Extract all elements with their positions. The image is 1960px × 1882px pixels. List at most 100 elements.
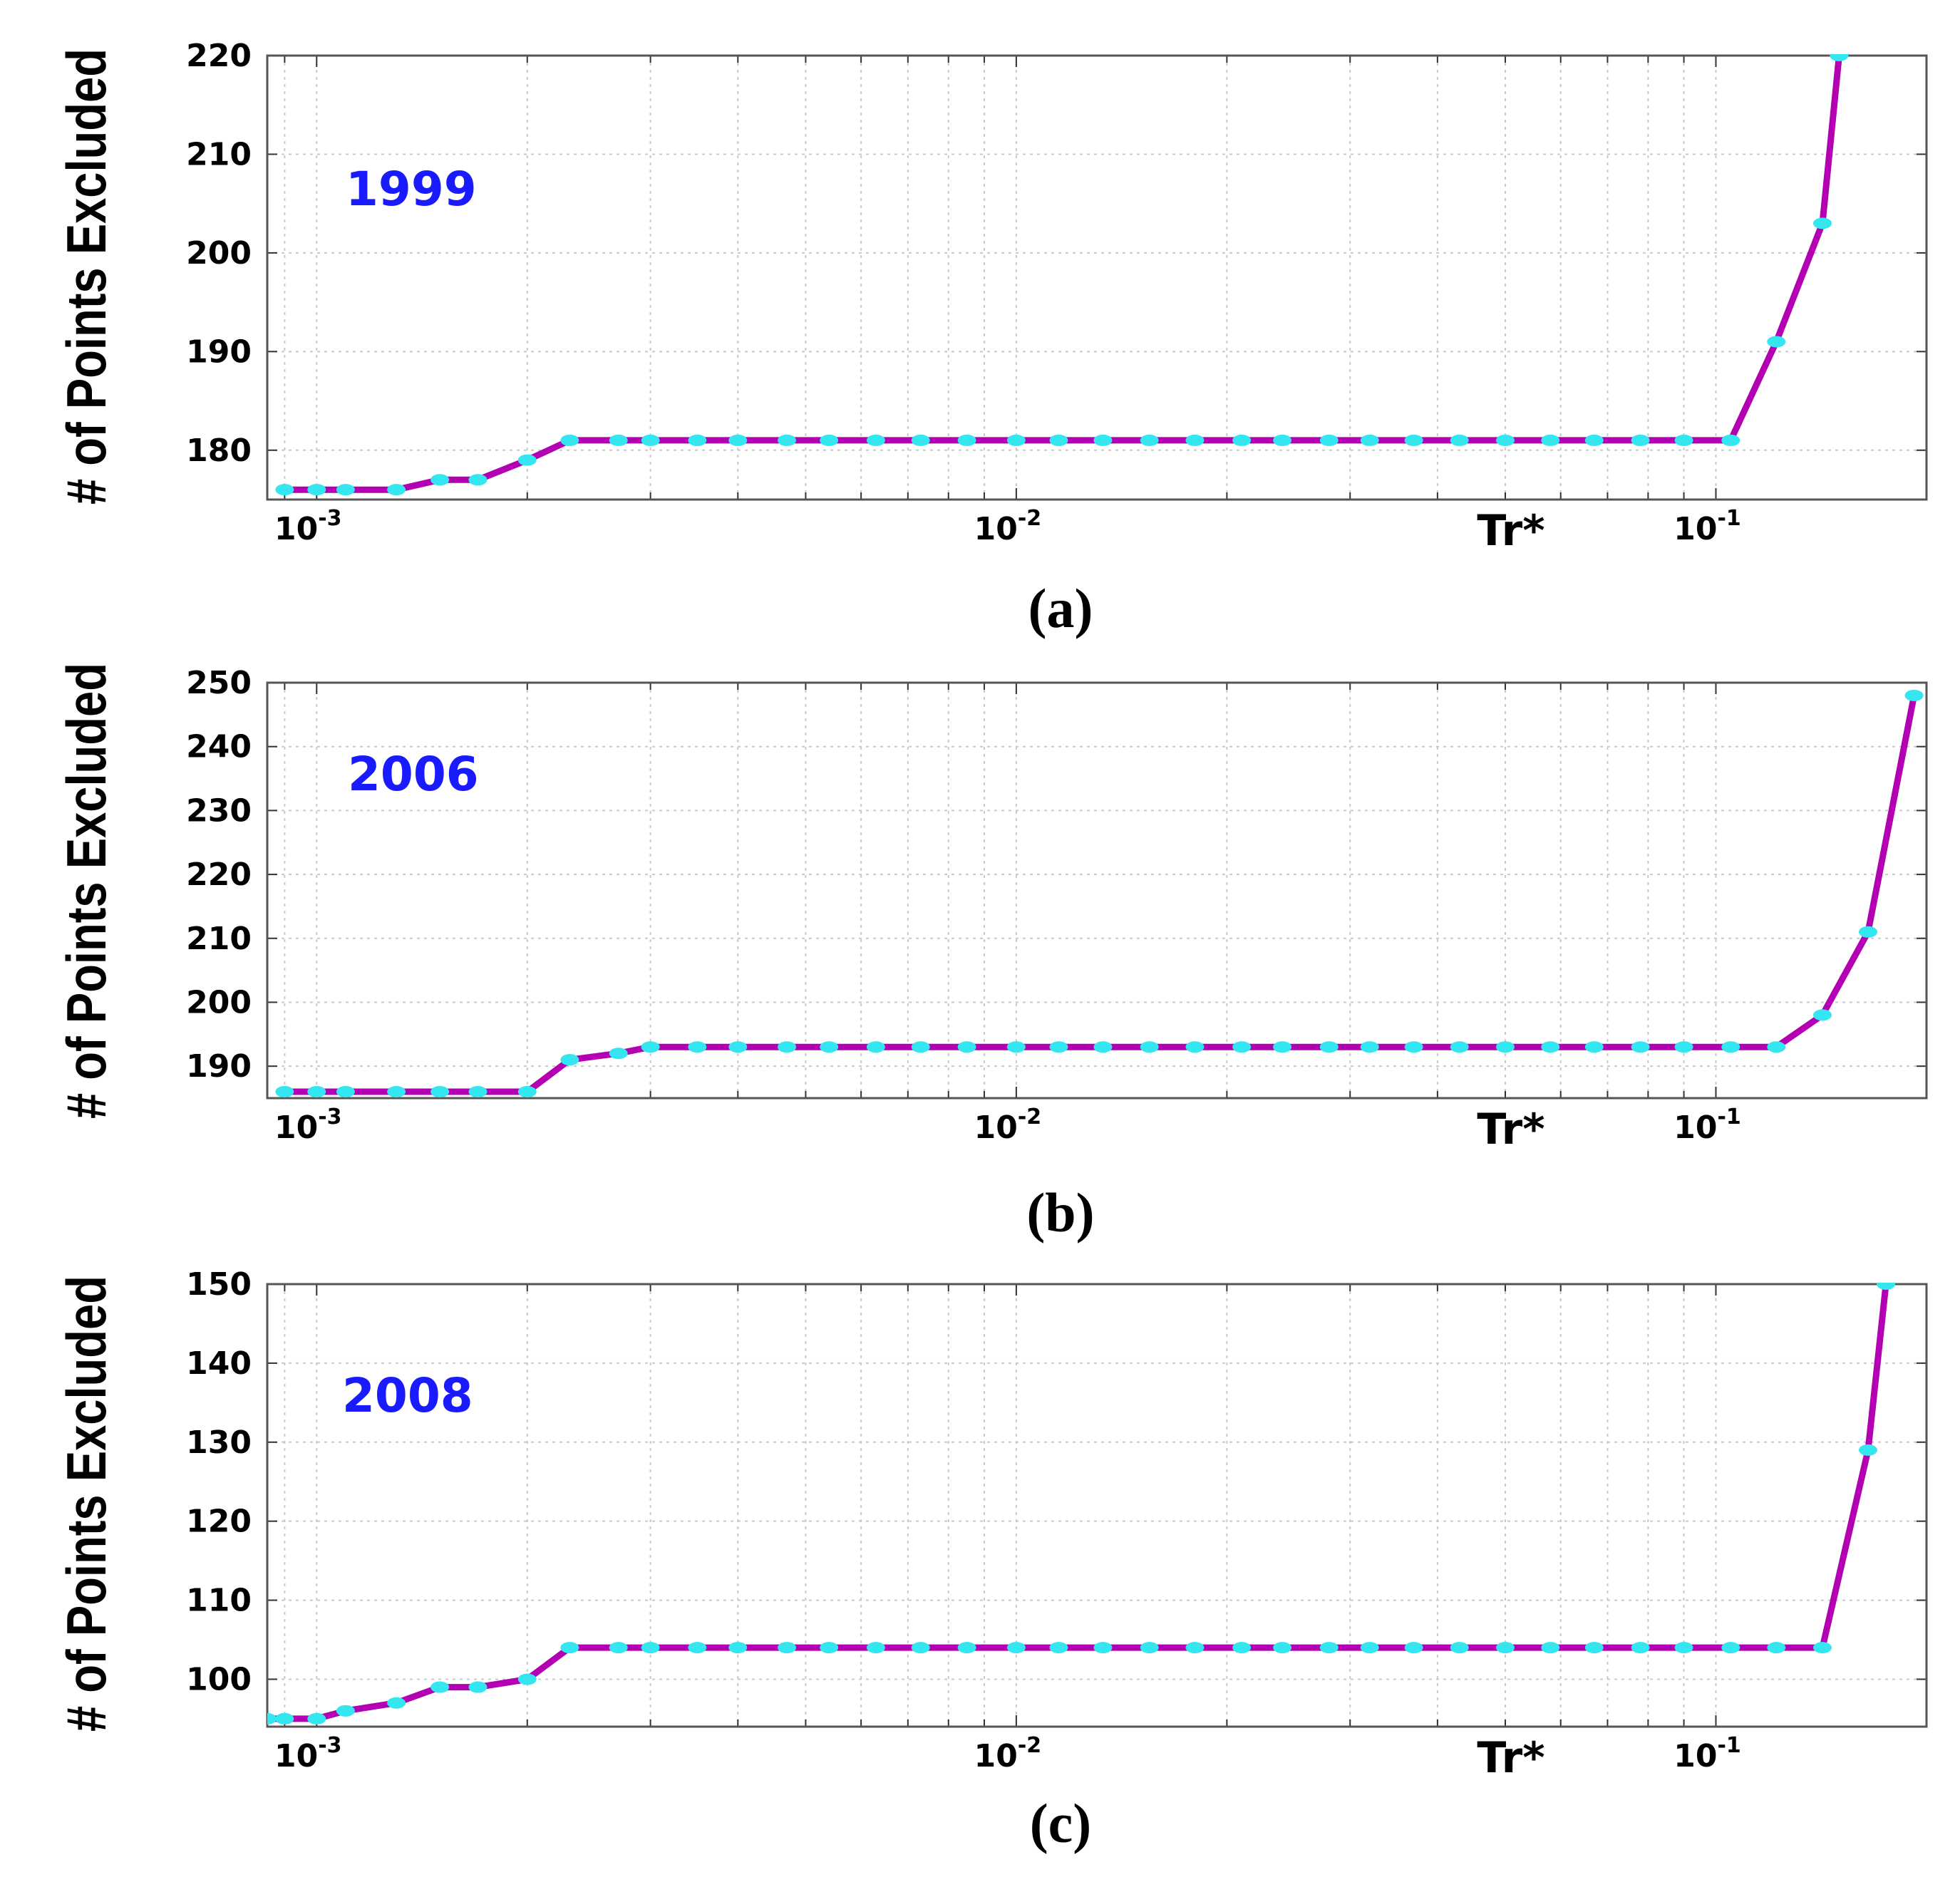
data-point: [1093, 1041, 1113, 1053]
data-point: [1006, 1041, 1026, 1053]
x-tick-exponent: -2: [1018, 1733, 1041, 1758]
year-annotation: 1999: [346, 162, 477, 217]
axes-frame: [266, 1283, 1928, 1728]
data-point: [1830, 54, 1849, 61]
data-point: [1319, 1041, 1339, 1053]
data-series: [275, 54, 1849, 496]
data-point: [1319, 434, 1339, 446]
x-tick-label: 10-3: [274, 1733, 342, 1774]
y-axis-label: # of Points Excluded: [55, 1276, 118, 1732]
data-point: [387, 1697, 406, 1709]
axes-frame: [266, 681, 1928, 1100]
data-point: [1721, 1642, 1740, 1654]
x-tick-base: 10: [274, 1738, 318, 1774]
data-point: [1496, 434, 1515, 446]
x-tick-base: 10: [974, 511, 1018, 547]
axes-frame: [266, 54, 1928, 501]
data-point: [911, 434, 930, 446]
y-tick-label: 250: [186, 665, 252, 701]
y-tick-label: 230: [186, 792, 252, 829]
data-point: [1450, 1041, 1469, 1053]
data-point: [641, 434, 660, 446]
data-point: [1541, 1041, 1560, 1053]
data-point: [1360, 1642, 1379, 1654]
data-point: [866, 1041, 885, 1053]
data-point: [778, 434, 797, 446]
y-tick-label: 180: [186, 433, 252, 469]
data-point: [866, 1642, 885, 1654]
data-point: [275, 1086, 294, 1098]
data-point: [688, 434, 707, 446]
year-annotation: 2008: [342, 1368, 473, 1423]
data-point: [517, 454, 537, 466]
x-tick-exponent: -1: [1717, 1105, 1740, 1129]
y-tick-label: 200: [186, 235, 252, 272]
data-point: [275, 1712, 294, 1725]
x-tick-exponent: -3: [318, 1105, 341, 1129]
data-point: [468, 474, 488, 486]
x-tick-label: 10-1: [1673, 1105, 1741, 1146]
y-tick-label: 210: [186, 136, 252, 172]
panel-caption: (c): [1030, 1792, 1092, 1854]
data-point: [1140, 1642, 1159, 1654]
data-point: [911, 1041, 930, 1053]
plot-area: [267, 683, 1927, 1098]
x-tick-base: 10: [274, 1110, 318, 1146]
data-point: [1450, 1642, 1469, 1654]
y-tick-label: 240: [186, 729, 252, 765]
data-point: [1541, 434, 1560, 446]
x-tick-label: 10-1: [1673, 1733, 1741, 1774]
data-point: [387, 484, 406, 496]
x-axis-label: Tr*: [1477, 1105, 1544, 1154]
data-point: [957, 1041, 976, 1053]
data-point: [560, 434, 579, 446]
x-tick-base: 10: [274, 511, 318, 547]
data-point: [1904, 689, 1924, 701]
data-point: [468, 1086, 488, 1098]
data-point: [1404, 434, 1423, 446]
data-point: [1232, 1642, 1252, 1654]
data-point: [1404, 1642, 1423, 1654]
x-tick-exponent: -2: [1018, 1105, 1041, 1129]
data-point: [1584, 1642, 1604, 1654]
x-axis-label: Tr*: [1477, 1733, 1544, 1783]
x-tick-base: 10: [974, 1110, 1018, 1146]
data-point: [1360, 434, 1379, 446]
data-point: [517, 1086, 537, 1098]
data-series: [267, 1283, 1896, 1725]
data-point: [1674, 1642, 1693, 1654]
x-tick-label: 10-2: [974, 506, 1042, 547]
y-tick-label: 200: [186, 984, 252, 1020]
data-point: [1631, 1041, 1650, 1053]
data-point: [1232, 1041, 1252, 1053]
data-point: [641, 1041, 660, 1053]
data-point: [1093, 1642, 1113, 1654]
data-point: [1812, 1642, 1832, 1654]
x-tick-exponent: -1: [1717, 506, 1740, 531]
data-point: [1093, 434, 1113, 446]
x-tick-exponent: -3: [318, 506, 341, 531]
data-point: [1273, 434, 1292, 446]
data-point: [336, 1705, 355, 1717]
data-point: [517, 1673, 537, 1685]
data-point: [641, 1642, 660, 1654]
x-tick-label: 10-3: [274, 1105, 342, 1146]
data-point: [1767, 336, 1786, 348]
y-tick-label: 210: [186, 921, 252, 957]
x-tick-base: 10: [1673, 1110, 1717, 1146]
data-point: [1319, 1642, 1339, 1654]
y-tick-label: 120: [186, 1504, 252, 1540]
data-series: [275, 689, 1924, 1098]
panel-caption: (b): [1026, 1182, 1094, 1244]
data-point: [336, 484, 355, 496]
x-axis-label: Tr*: [1477, 506, 1544, 556]
data-point: [911, 1642, 930, 1654]
data-point: [307, 1712, 326, 1725]
data-point: [1767, 1041, 1786, 1053]
data-point: [1049, 1041, 1068, 1053]
data-point: [1273, 1642, 1292, 1654]
data-point: [778, 1642, 797, 1654]
